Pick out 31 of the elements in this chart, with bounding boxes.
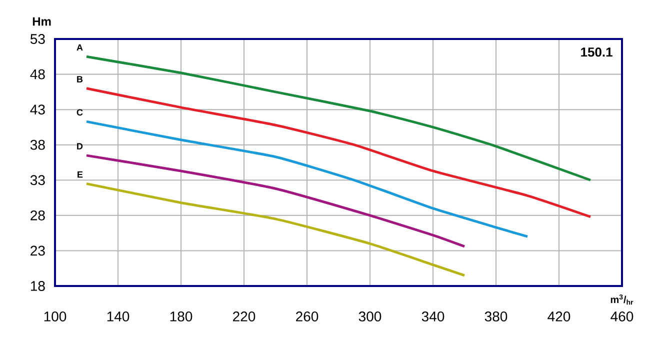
y-tick-label: 38 [30,140,45,150]
line-series [85,87,592,218]
series-label: D [77,143,83,150]
x-tick-label: 420 [548,312,570,322]
annotation: 150.1 [581,47,612,57]
x-tick-label: 460 [610,312,634,322]
x-tick-label: 300 [358,312,382,322]
line-series [85,182,466,277]
y-tick-label: 28 [30,210,45,220]
y-tick-label: 33 [30,175,45,186]
x-axis-title: m$^{3}$/$_{hr}$ [610,294,634,305]
x-tick-label: 340 [422,312,444,322]
y-tick-label: 43 [30,104,45,115]
y-axis-title: Hm [32,17,51,26]
y-tick-label: 48 [30,69,45,80]
x-tick-label: 260 [296,312,318,322]
y-tick-label: 18 [30,281,45,291]
series-label: B [77,76,83,82]
x-tick-label: 180 [170,312,192,322]
series-label: A [76,44,83,51]
line-series [85,55,592,182]
x-tick-label: 140 [107,312,130,322]
series-label: E [78,171,83,178]
x-tick-label: 220 [233,312,256,322]
line-series [85,154,466,248]
x-tick-label: 100 [44,312,66,322]
x-tick-label: 380 [484,312,508,322]
y-tick-label: 23 [30,246,45,256]
y-tick-label: 53 [30,34,45,44]
line-series [85,120,529,238]
series-label: C [76,109,83,116]
